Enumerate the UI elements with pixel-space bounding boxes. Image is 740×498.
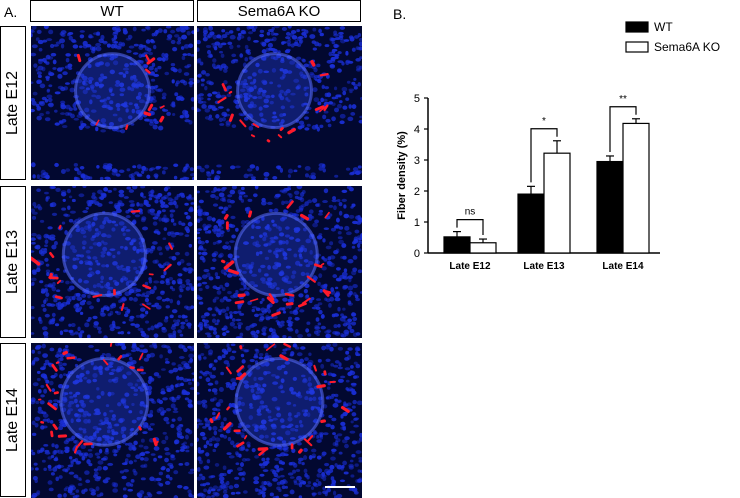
- y-axis-label: Fiber density (%): [396, 131, 408, 220]
- row-header-e14: Late E14: [0, 343, 26, 497]
- row-label-e13: Late E13: [4, 229, 21, 295]
- row-label-e12: Late E12: [4, 70, 21, 136]
- micrograph-ko-e13: [197, 186, 362, 338]
- significance-label: ns: [465, 207, 476, 218]
- y-tick-label: 0: [414, 248, 420, 260]
- bar-wt-1: [517, 193, 545, 254]
- row-header-e12: Late E12: [0, 26, 26, 180]
- bar-chart: 0 1 2 3 4 5 Fiber density (%) ns Late E12 * Late E…: [396, 20, 720, 272]
- scale-bar: [325, 486, 355, 488]
- legend-label-ko: Sema6A KO: [654, 40, 720, 54]
- panel-b-label: B.: [393, 6, 407, 22]
- micrograph-wt-e13: [31, 186, 194, 338]
- micrograph-ko-e14: [197, 343, 362, 498]
- y-tick-label: 2: [414, 186, 420, 198]
- column-header-wt: WT: [30, 0, 194, 22]
- y-tick-label: 5: [414, 93, 420, 105]
- micrograph-wt-e14: [31, 343, 194, 498]
- bar-wt-2: [596, 160, 624, 254]
- legend-label-wt: WT: [654, 20, 673, 34]
- significance-label: *: [542, 116, 546, 127]
- y-tick-label: 4: [414, 124, 420, 136]
- column-header-ko: Sema6A KO: [197, 0, 361, 22]
- y-tick-label: 1: [414, 217, 420, 229]
- micrograph-wt-e12: [31, 26, 194, 180]
- x-tick-label: Late E14: [602, 261, 644, 272]
- bar-wt-0: [443, 236, 471, 254]
- significance-bracket: [530, 128, 558, 183]
- x-tick-label: Late E13: [523, 261, 565, 272]
- row-header-e13: Late E13: [0, 186, 26, 338]
- y-tick-label: 3: [414, 155, 420, 167]
- bar-ko-1: [543, 152, 571, 254]
- significance-label: **: [619, 94, 627, 105]
- x-tick-label: Late E12: [449, 261, 491, 272]
- significance-bracket: [609, 106, 637, 152]
- legend-swatch-wt: [625, 21, 649, 33]
- bar-ko-2: [622, 122, 650, 254]
- bar-ko-0: [469, 242, 497, 254]
- micrograph-ko-e12: [197, 26, 362, 180]
- legend-swatch-ko: [625, 41, 649, 53]
- panel-a-label: A.: [4, 4, 18, 20]
- row-label-e14: Late E14: [4, 387, 21, 453]
- significance-bracket: [456, 219, 484, 236]
